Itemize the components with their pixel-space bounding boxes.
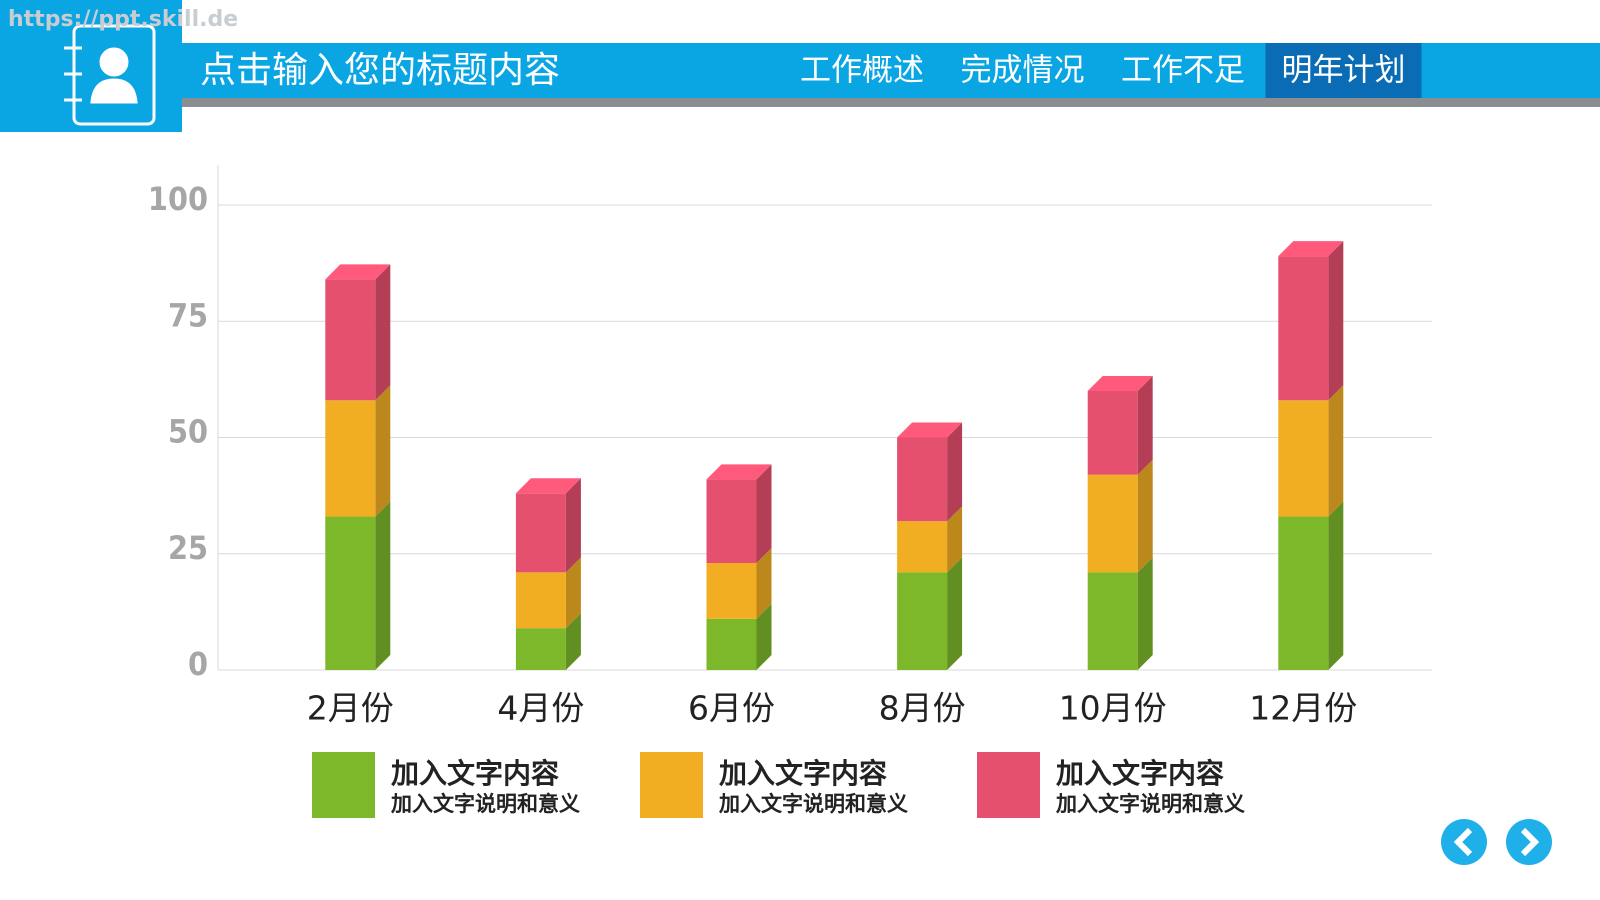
nav-label[interactable]: 工作不足 (1121, 53, 1245, 89)
bar-side (947, 557, 963, 670)
bar-side (565, 613, 581, 670)
bar-segment (515, 493, 566, 573)
x-tick-label: 12月份 (1249, 689, 1357, 728)
bar-top (1087, 376, 1153, 391)
bar-segment (1278, 516, 1329, 670)
bar-segment (1087, 391, 1138, 475)
x-tick-label: 8月份 (879, 689, 966, 728)
bar-segment (897, 437, 948, 522)
nav-item[interactable]: 工作概述 (800, 53, 924, 89)
prev-button[interactable] (1441, 819, 1487, 865)
x-tick-label: 4月份 (497, 689, 584, 728)
bar-segment (706, 563, 757, 619)
bar-top (325, 264, 391, 280)
nav-item[interactable]: 明年计划 (1265, 43, 1422, 98)
bar-side (756, 548, 772, 619)
bar-segment (706, 618, 757, 670)
nav-item[interactable]: 完成情况 (961, 53, 1085, 89)
bar-side (375, 385, 391, 517)
bar-side (756, 464, 772, 564)
bar-top (706, 464, 772, 480)
bar-segment (325, 279, 376, 401)
x-tick-label: 10月份 (1059, 689, 1167, 728)
legend-swatch (977, 752, 1040, 818)
bar-side (375, 501, 391, 670)
nav-label[interactable]: 明年计划 (1282, 53, 1406, 89)
x-tick-label: 2月份 (307, 689, 394, 728)
legend-label: 加入文字内容 (719, 757, 887, 790)
bar-segment (325, 400, 376, 517)
y-tick-label: 75 (168, 296, 208, 334)
bar-side (565, 557, 581, 629)
legend-label: 加入文字内容 (391, 757, 559, 790)
header-strip (182, 98, 1600, 107)
bar-segment (1278, 256, 1329, 401)
bar-side (1137, 459, 1153, 573)
bar-segment (1087, 474, 1138, 573)
header-title: 点击输入您的标题内容 (200, 50, 560, 91)
nav: 工作概述 完成情况 工作不足 明年计划 (800, 43, 1422, 98)
legend-swatch (640, 752, 703, 818)
icon-box (0, 0, 182, 132)
bar-segment (325, 516, 376, 670)
bar-side (756, 603, 772, 670)
bar-side (1328, 501, 1344, 670)
bar-side (947, 422, 963, 522)
bar-top (515, 478, 581, 494)
bar-segment (897, 572, 948, 670)
nav-label[interactable]: 完成情况 (961, 53, 1085, 89)
next-button[interactable] (1506, 819, 1552, 865)
bar-side (1328, 385, 1344, 517)
bar-segment (515, 628, 566, 670)
bar-segment (1278, 400, 1329, 517)
legend-label: 加入文字内容 (1056, 757, 1224, 790)
nav-label[interactable]: 工作概述 (800, 53, 924, 89)
bar-top (1278, 241, 1344, 257)
legend-description: 加入文字说明和意义 (390, 792, 580, 816)
bar-side (1137, 376, 1153, 475)
bar-segment (706, 479, 757, 564)
bar-side (1137, 557, 1153, 670)
bar-segment (515, 572, 566, 629)
bar-top (897, 422, 963, 438)
bar-segment (1087, 572, 1138, 670)
legend-description: 加入文字说明和意义 (1055, 792, 1245, 816)
legend-description: 加入文字说明和意义 (718, 792, 908, 816)
bar-side (947, 506, 963, 573)
y-tick-label: 0 (188, 645, 208, 683)
contact-icon (64, 24, 156, 126)
nav-item[interactable]: 工作不足 (1121, 53, 1245, 89)
bar-side (1328, 241, 1344, 401)
nav-active-bg (1265, 43, 1422, 98)
bar-side (565, 478, 581, 573)
y-tick-label: 50 (168, 413, 208, 451)
watermark: https://ppt.skill.de (8, 7, 238, 32)
bar-segment (897, 521, 948, 573)
x-tick-label: 6月份 (688, 689, 775, 728)
y-tick-label: 100 (148, 180, 208, 218)
y-tick-label: 25 (168, 529, 208, 567)
legend-swatch (312, 752, 375, 818)
bar-side (375, 264, 391, 401)
